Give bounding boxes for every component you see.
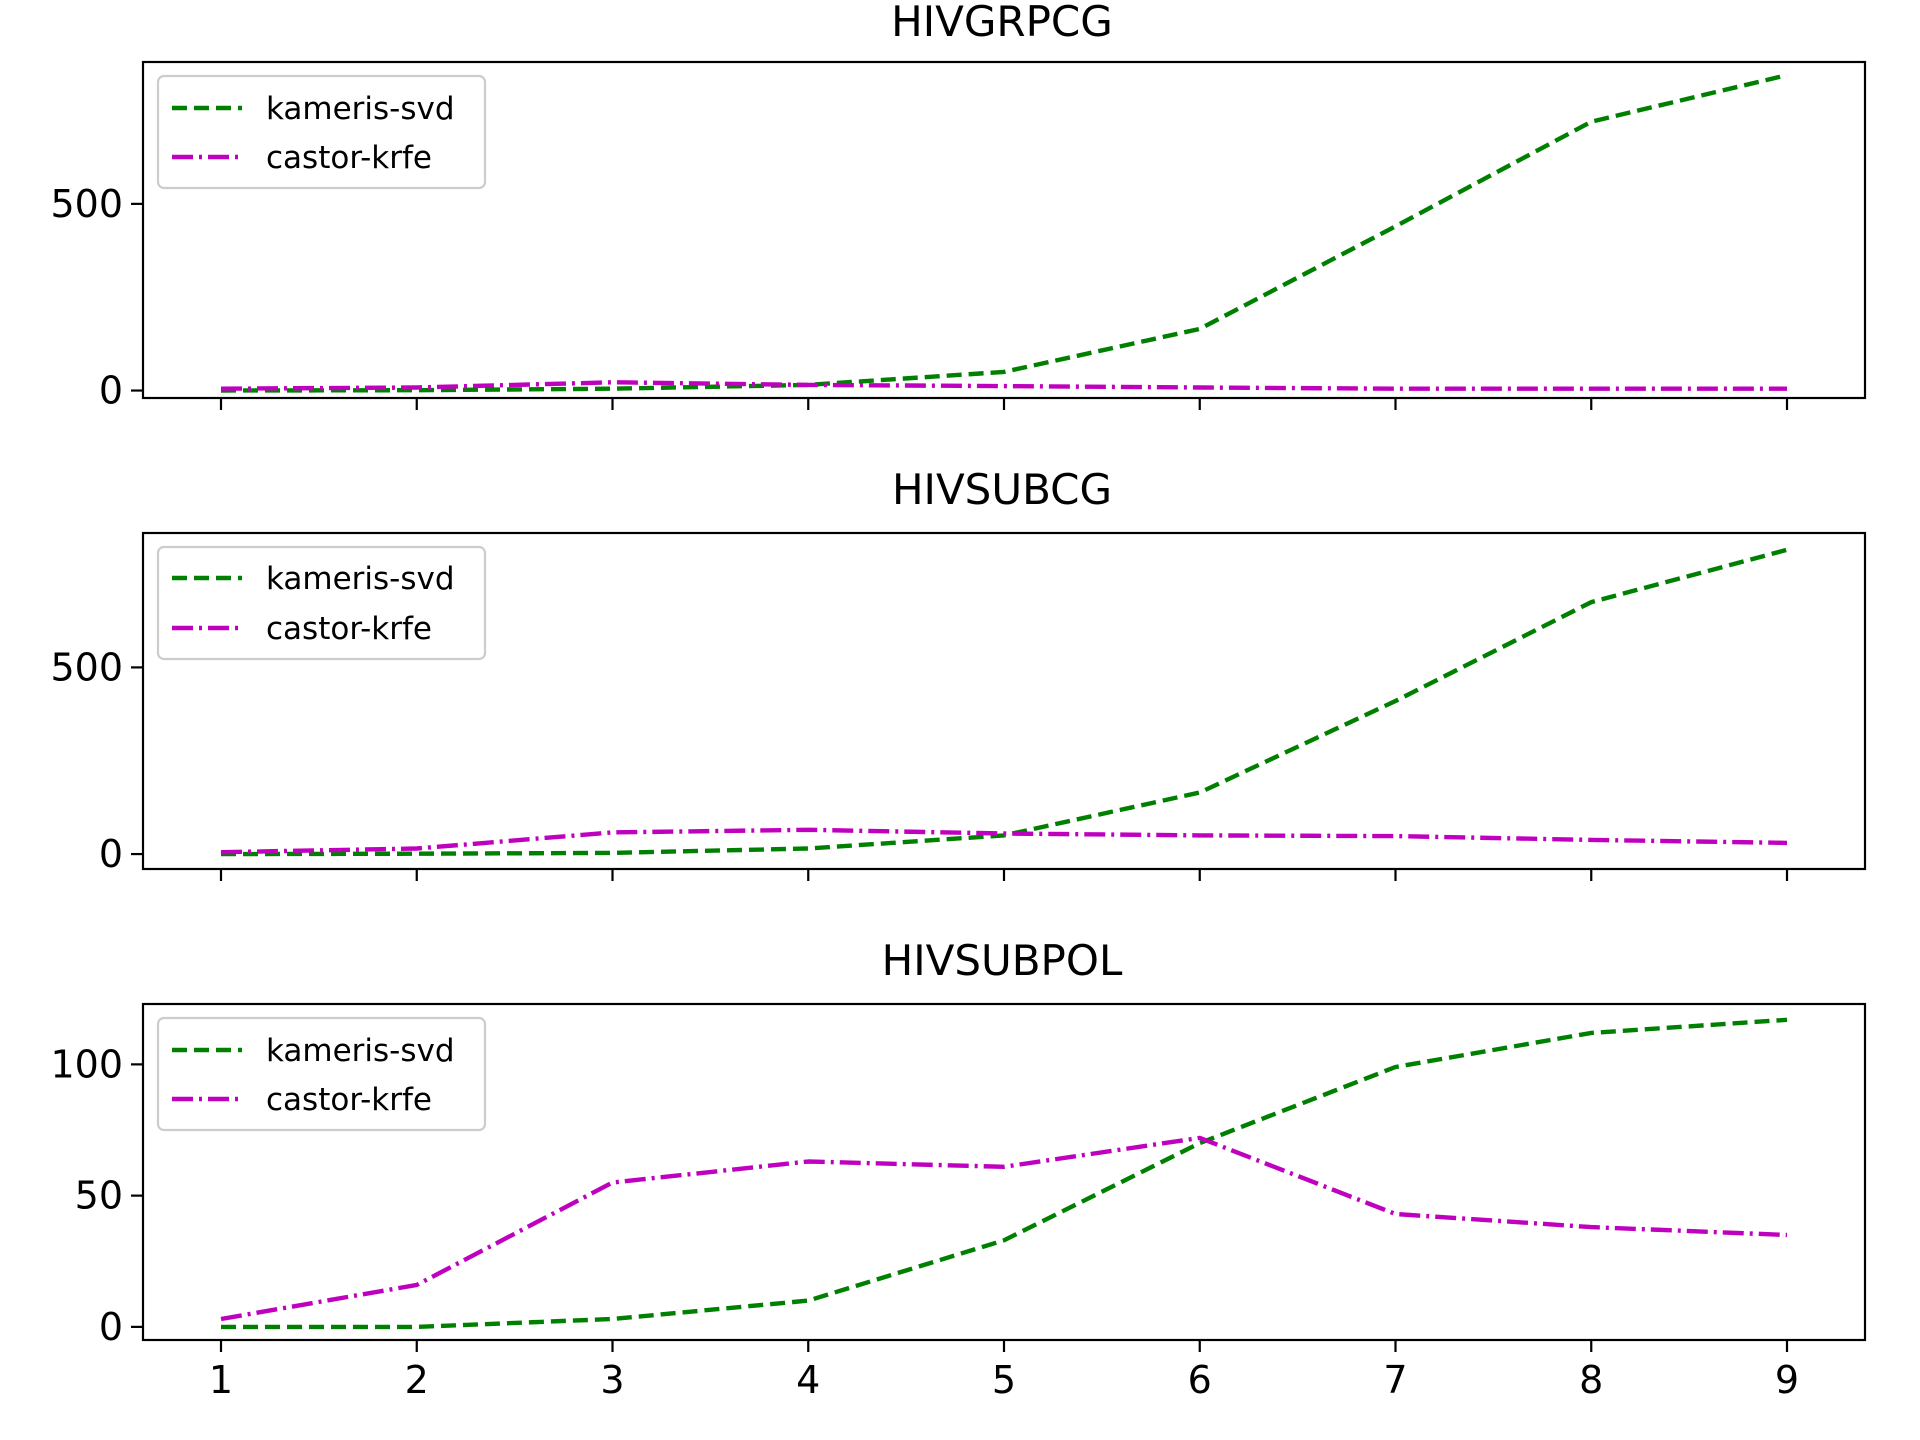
panel-title: HIVSUBCG — [892, 465, 1112, 514]
legend-label: castor-krfe — [266, 611, 432, 647]
y-tick-label: 50 — [75, 1174, 123, 1218]
y-tick-label: 0 — [99, 1305, 123, 1349]
axes-frame — [141, 531, 1867, 871]
series-line-castor-krfe — [220, 827, 1788, 855]
legend: kameris-svd castor-krfe — [156, 74, 487, 190]
x-tick-label: 5 — [992, 1358, 1016, 1402]
legend-box — [156, 74, 487, 190]
series-line-castor-krfe — [220, 1135, 1788, 1322]
y-tick-label: 500 — [50, 182, 123, 226]
plot-area: 0 500 — [50, 547, 1789, 881]
panel-hivsubcg: HIVSUBCG 0 500 kameris-svd castor-krfe — [50, 465, 1867, 881]
panel-hivgrpcg: HIVGRPCG 0 500 kameris-svd castor-krfe — [50, 0, 1867, 413]
legend: kameris-svd castor-krfe — [156, 1016, 487, 1132]
series-line-kameris-svd — [221, 1017, 1788, 1330]
y-tick-label: 0 — [99, 369, 123, 413]
series-line-kameris-svd — [220, 72, 1788, 393]
legend-label: kameris-svd — [266, 91, 455, 127]
legend: kameris-svd castor-krfe — [156, 545, 487, 661]
legend-label: castor-krfe — [266, 1082, 432, 1118]
legend-box — [156, 1016, 487, 1132]
x-tick-label: 6 — [1188, 1358, 1212, 1402]
legend-box — [156, 545, 487, 661]
axes-frame — [141, 60, 1867, 400]
legend-label: kameris-svd — [266, 1033, 455, 1069]
panel-title: HIVGRPCG — [891, 0, 1113, 46]
y-tick-label: 0 — [99, 832, 123, 876]
x-tick-label: 1 — [209, 1358, 233, 1402]
x-tick-label: 7 — [1383, 1358, 1407, 1402]
y-tick-label: 100 — [50, 1042, 123, 1086]
y-tick-label: 500 — [50, 645, 123, 689]
x-tick-label: 9 — [1775, 1358, 1799, 1402]
axes-frame — [141, 1002, 1867, 1342]
panel-title: HIVSUBPOL — [882, 936, 1123, 985]
x-tick-label: 4 — [796, 1358, 820, 1402]
legend-label: castor-krfe — [266, 140, 432, 176]
panel-hivsubpol: HIVSUBPOL 0 50 100 1 2 3 4 5 6 7 8 9 kameris-svd ca… — [50, 936, 1867, 1402]
plot-area: 0 50 100 1 2 3 4 5 6 7 8 9 — [50, 1017, 1799, 1402]
x-tick-label: 3 — [600, 1358, 624, 1402]
x-tick-label: 2 — [405, 1358, 429, 1402]
series-line-castor-krfe — [220, 380, 1787, 391]
legend-label: kameris-svd — [266, 561, 455, 597]
plot-area: 0 500 — [50, 72, 1789, 413]
x-tick-label: 8 — [1579, 1358, 1603, 1402]
